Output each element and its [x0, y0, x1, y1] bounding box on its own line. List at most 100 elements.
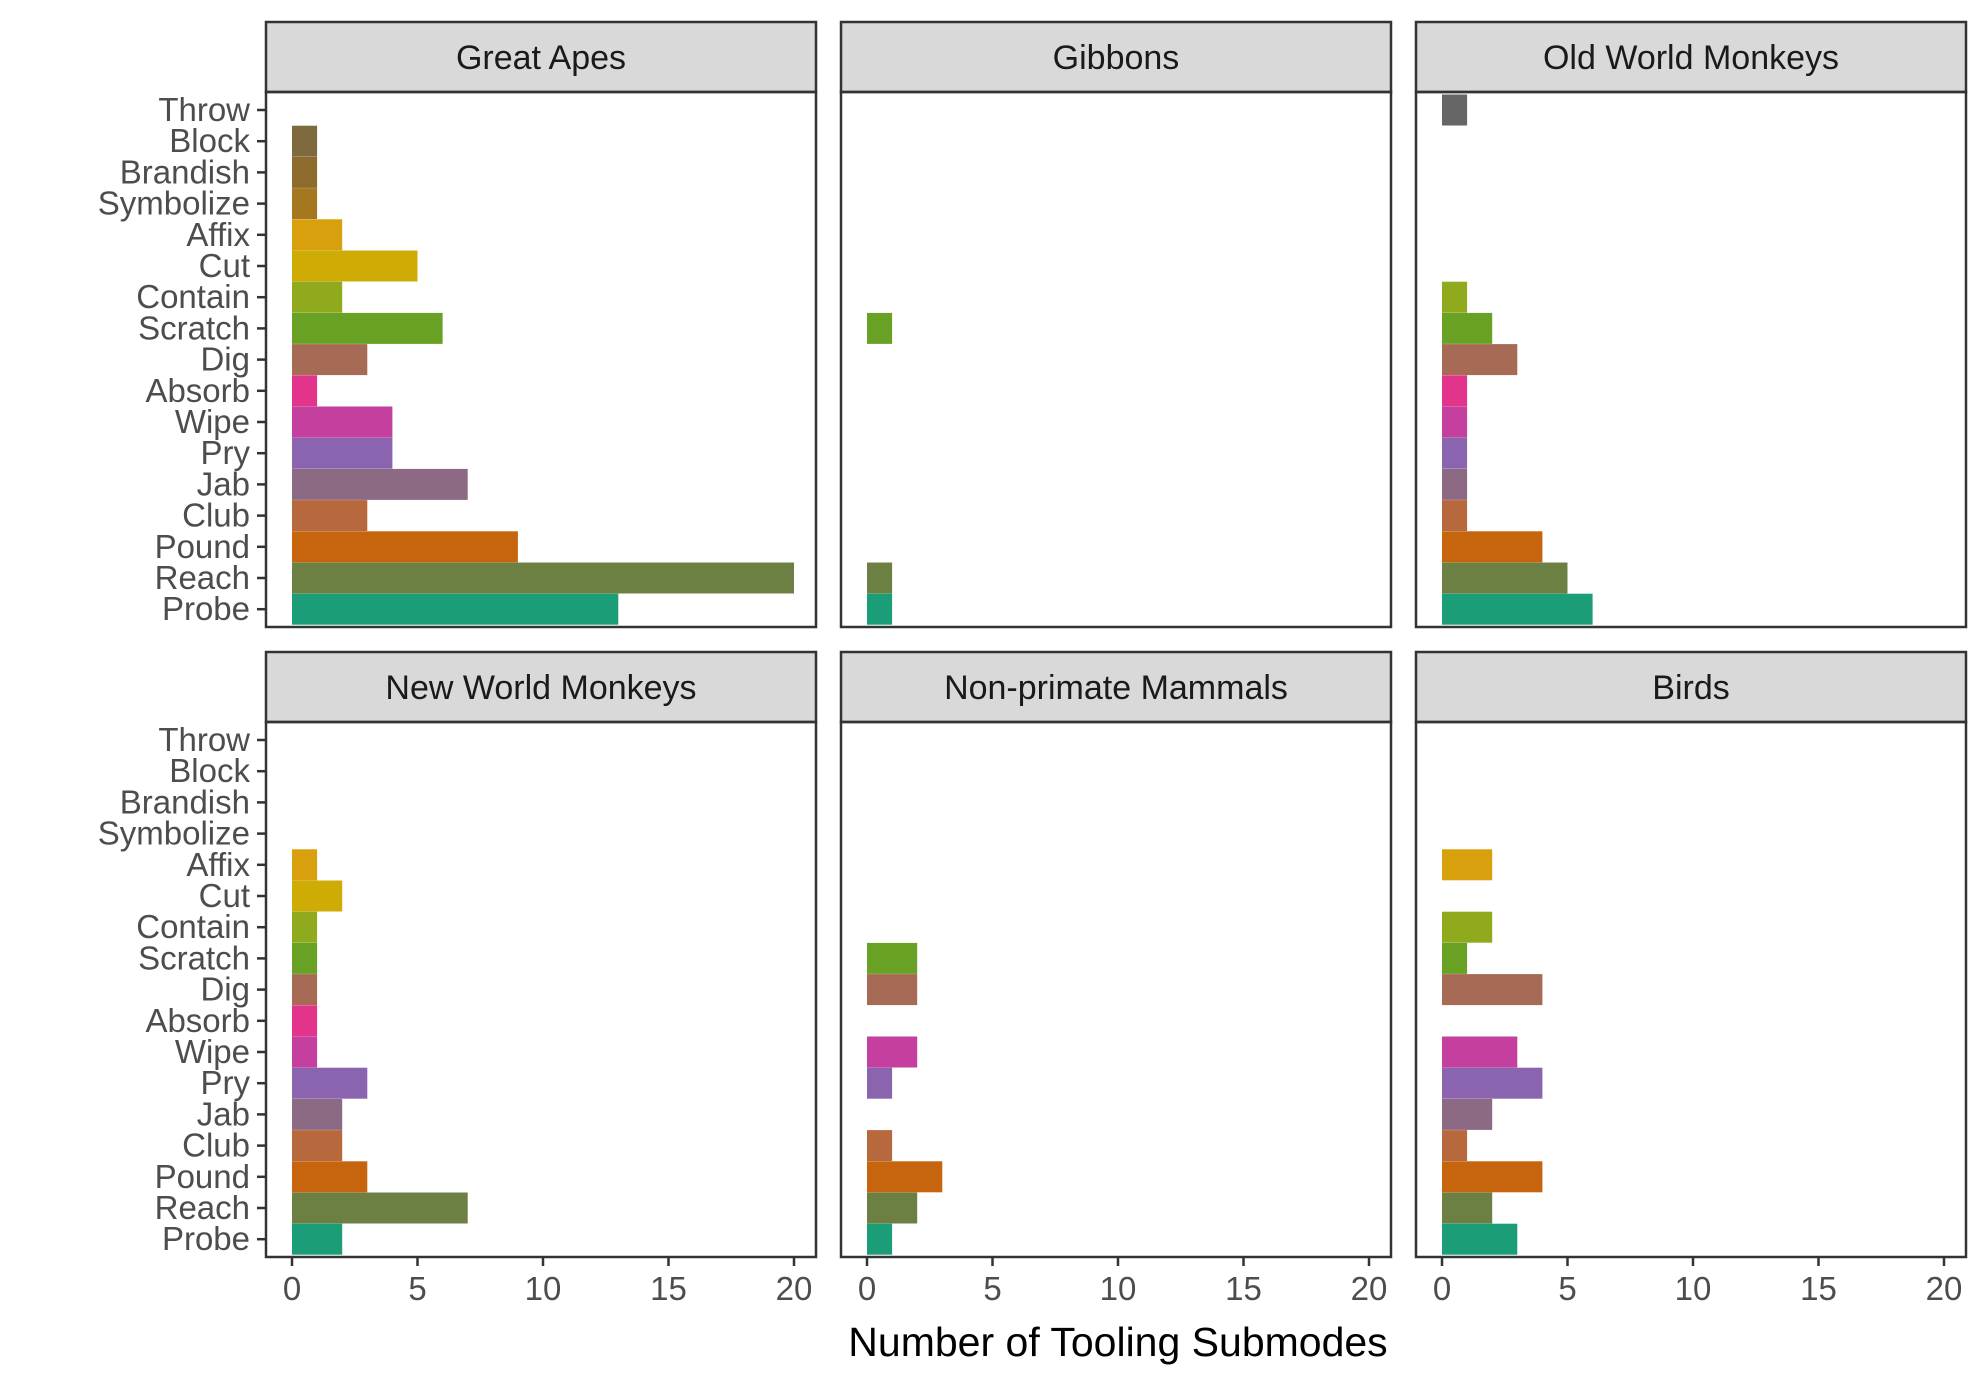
bar-new-world-monkeys-pry — [292, 1067, 368, 1099]
bar-great-apes-contain — [292, 281, 343, 313]
panel-non-primate-mammals: Non-primate Mammals 0 5 10 15 20 — [839, 650, 1393, 1307]
x-axis-birds: 0 5 10 15 20 — [1433, 1257, 1963, 1307]
y-tick-label-block: Block — [169, 752, 250, 789]
bar-new-world-monkeys-cut — [292, 880, 343, 912]
y-tick-label-pound: Pound — [155, 528, 250, 565]
bar-great-apes-absorb — [292, 375, 318, 407]
bar-new-world-monkeys-contain — [292, 911, 318, 943]
y-tick-label-pry: Pry — [201, 434, 251, 471]
y-tick-label-reach: Reach — [155, 559, 250, 596]
bar-new-world-monkeys-affix — [292, 849, 318, 881]
bar-great-apes-club — [292, 500, 368, 532]
bar-birds-reach — [1442, 1192, 1493, 1224]
panel-gibbons: Gibbons — [839, 20, 1393, 629]
bar-birds-affix — [1442, 849, 1493, 881]
bar-gibbons-scratch — [867, 312, 893, 344]
bar-non-primate-mammals-pound — [867, 1161, 943, 1193]
bar-old-world-monkeys-pound — [1442, 531, 1543, 563]
bar-non-primate-mammals-pry — [867, 1067, 893, 1099]
bar-great-apes-wipe — [292, 406, 393, 438]
bar-great-apes-dig — [292, 344, 368, 376]
panels-layer: Great ApesThrowBlockBrandishSymbolizeAff… — [98, 20, 1968, 1307]
bar-old-world-monkeys-pry — [1442, 437, 1468, 469]
bar-great-apes-jab — [292, 468, 468, 500]
bar-birds-probe — [1442, 1223, 1518, 1255]
bar-great-apes-cut — [292, 250, 418, 282]
bar-great-apes-pry — [292, 437, 393, 469]
y-tick-label-absorb: Absorb — [145, 372, 250, 409]
x-tick-label: 10 — [1100, 1270, 1137, 1307]
y-tick-label-scratch: Scratch — [138, 939, 250, 976]
y-tick-label-cut: Cut — [199, 247, 250, 284]
bar-great-apes-probe — [292, 593, 619, 625]
bar-old-world-monkeys-scratch — [1442, 312, 1493, 344]
bar-non-primate-mammals-reach — [867, 1192, 918, 1224]
bar-new-world-monkeys-dig — [292, 974, 318, 1006]
y-tick-label-probe: Probe — [162, 590, 250, 627]
bar-non-primate-mammals-club — [867, 1130, 893, 1162]
x-tick-label: 0 — [1433, 1270, 1451, 1307]
y-tick-label-cut: Cut — [199, 877, 250, 914]
panel-strip-gibbons — [839, 20, 1393, 94]
bar-birds-club — [1442, 1130, 1468, 1162]
bar-great-apes-symbolize — [292, 188, 318, 220]
y-axis-top: ThrowBlockBrandishSymbolizeAffixCutConta… — [98, 91, 266, 627]
bar-birds-jab — [1442, 1098, 1493, 1130]
y-tick-label-symbolize: Symbolize — [98, 185, 250, 222]
x-tick-label: 15 — [1800, 1270, 1837, 1307]
y-tick-label-brandish: Brandish — [120, 153, 250, 190]
panel-old-world-monkeys: Old World Monkeys — [1414, 20, 1968, 629]
panel-great-apes: Great Apes ThrowBlockBrandishSymbolizeAff… — [98, 20, 818, 629]
panel-strip-birds — [1414, 650, 1968, 724]
x-tick-label: 20 — [1926, 1270, 1963, 1307]
panel-title-old-world-monkeys: Old World Monkeys — [1543, 39, 1839, 77]
bar-new-world-monkeys-wipe — [292, 1036, 318, 1068]
bar-new-world-monkeys-pound — [292, 1161, 368, 1193]
x-tick-label: 10 — [1675, 1270, 1712, 1307]
y-tick-label-pry: Pry — [201, 1064, 251, 1101]
bar-birds-pry — [1442, 1067, 1543, 1099]
panel-title-new-world-monkeys: New World Monkeys — [385, 669, 696, 707]
bar-birds-pound — [1442, 1161, 1543, 1193]
y-tick-label-club: Club — [182, 497, 250, 534]
y-tick-label-affix: Affix — [186, 216, 250, 253]
bar-old-world-monkeys-absorb — [1442, 375, 1468, 407]
bar-birds-dig — [1442, 974, 1543, 1006]
bar-old-world-monkeys-reach — [1442, 562, 1568, 594]
y-tick-label-affix: Affix — [186, 846, 250, 883]
x-tick-label: 15 — [1225, 1270, 1262, 1307]
panel-title-non-primate-mammals: Non-primate Mammals — [944, 669, 1288, 707]
bars-gibbons — [867, 312, 893, 625]
bar-old-world-monkeys-throw — [1442, 94, 1468, 126]
x-tick-label: 20 — [776, 1270, 813, 1307]
y-tick-label-contain: Contain — [136, 278, 250, 315]
panel-border-old-world-monkeys — [1414, 90, 1968, 629]
y-tick-label-block: Block — [169, 122, 250, 159]
bars-birds — [1442, 849, 1543, 1255]
bars-non-primate-mammals — [867, 942, 943, 1255]
y-tick-label-pound: Pound — [155, 1158, 250, 1195]
y-tick-label-absorb: Absorb — [145, 1002, 250, 1039]
x-tick-label: 5 — [983, 1270, 1001, 1307]
y-tick-label-club: Club — [182, 1127, 250, 1164]
bar-non-primate-mammals-wipe — [867, 1036, 918, 1068]
bars-great-apes — [292, 125, 794, 625]
y-tick-label-symbolize: Symbolize — [98, 815, 250, 852]
bars-new-world-monkeys — [292, 849, 468, 1255]
bar-old-world-monkeys-dig — [1442, 344, 1518, 376]
bar-new-world-monkeys-absorb — [292, 1005, 318, 1037]
y-tick-label-scratch: Scratch — [138, 309, 250, 346]
panel-title-gibbons: Gibbons — [1053, 39, 1180, 77]
bar-old-world-monkeys-club — [1442, 500, 1468, 532]
bar-new-world-monkeys-reach — [292, 1192, 468, 1224]
bar-old-world-monkeys-probe — [1442, 593, 1593, 625]
y-tick-label-probe: Probe — [162, 1220, 250, 1257]
bar-great-apes-block — [292, 125, 318, 157]
y-tick-label-wipe: Wipe — [175, 403, 250, 440]
bars-old-world-monkeys — [1442, 94, 1593, 625]
bar-old-world-monkeys-jab — [1442, 468, 1468, 500]
bar-great-apes-brandish — [292, 156, 318, 188]
x-tick-label: 20 — [1351, 1270, 1388, 1307]
panel-border-non-primate-mammals — [839, 720, 1393, 1259]
